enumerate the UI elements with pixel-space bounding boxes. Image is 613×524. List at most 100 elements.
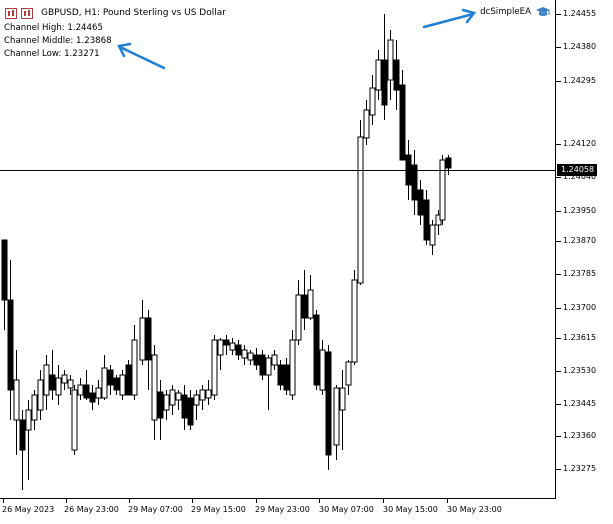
candle-body [429,224,436,246]
candle-body [423,199,430,241]
candle-body [175,392,182,401]
arrowhead-channel [117,42,132,58]
candle-body [235,344,242,356]
candle-body [259,354,266,376]
x-axis-label: 26 May 2023 [2,505,55,514]
channel-middle: Channel Middle: 1.23868 [4,36,112,46]
candle-body [61,374,68,384]
candle-body [417,189,424,216]
y-axis-label: 1.24380 [563,42,597,51]
x-axis-label: 30 May 07:00 [319,505,374,514]
candle-body [205,389,212,399]
candle-body [113,377,120,391]
candle-body [313,314,320,386]
candle-body [151,354,158,421]
candle-body [381,59,388,106]
candle-body [345,361,352,386]
chart-window-icon[interactable] [5,7,17,19]
channel-high: Channel High: 1.24465 [4,23,103,33]
y-axis-label: 1.23275 [563,464,597,473]
candle-body [199,389,206,401]
candle-body [77,384,84,396]
candle-body [157,391,164,419]
candle-body [19,419,26,451]
candle-body [169,389,176,406]
candle-body [107,369,114,386]
candle-body [229,342,236,351]
candle-body [277,364,284,386]
candle-body [187,397,194,426]
candle-body [193,394,200,406]
candle-body [125,364,132,396]
candle-body [271,354,278,366]
candle-body [49,374,56,391]
candle-body [119,374,126,396]
candle-body [351,279,358,363]
candle-body [7,299,14,391]
candle-body [439,159,446,221]
candle-body [37,379,44,411]
candle-body [387,39,394,81]
arrow-to-channel-info [118,45,166,70]
y-axis-label: 1.24295 [563,76,597,85]
candle-body [333,387,340,446]
candle-body [55,377,62,396]
chart-header: GBPUSD, H1: Pound Sterling vs US Dollar [5,6,226,20]
candle-body [217,339,224,356]
y-axis-label: 1.24040 [563,172,597,181]
current-price-tag: 1.24058 [557,164,597,176]
candle-body [295,294,302,341]
arrowhead-ea [461,8,477,24]
candle-body [339,387,346,411]
candle-body [145,317,152,361]
candle-body [13,379,20,421]
candle-body [357,136,364,284]
chart-properties-icon[interactable] [21,7,33,19]
chart-area[interactable] [0,0,556,499]
candle-body [265,357,272,376]
y-axis-label: 1.23950 [563,206,597,215]
channel-info: Channel High: 1.24465 Channel Middle: 1.… [4,22,112,61]
candle-body [253,354,260,366]
y-axis-label: 1.24120 [563,139,597,148]
candle-body [223,339,230,346]
candle-body [399,84,406,161]
candle-body [71,389,78,451]
candle-body [139,317,146,361]
candle-body [393,59,400,91]
candle-body [89,392,96,403]
channel-low: Channel Low: 1.23271 [4,49,100,59]
candle-body [67,379,74,389]
y-axis-label: 1.23445 [563,399,597,408]
candle-body [411,164,418,201]
candle-body [363,109,370,139]
candle-body [43,364,50,396]
x-axis-label: 29 May 15:00 [191,505,246,514]
candle-body [375,59,382,91]
x-axis-label: 29 May 07:00 [128,505,183,514]
candle-body [181,394,188,419]
candle-body [307,289,314,319]
candle-body [211,339,218,396]
y-axis-label: 1.23530 [563,366,597,375]
y-axis-label: 1.23785 [563,269,597,278]
x-axis-label: 29 May 23:00 [255,505,310,514]
candle-body [163,394,170,411]
candle-body [83,384,90,399]
candle-body [95,387,102,399]
y-axis-label: 1.23700 [563,303,597,312]
candlestick-layer [1,14,452,490]
y-axis-label: 1.23615 [563,333,597,342]
candle-body [301,294,308,319]
ea-name: dcSimpleEA [480,7,531,17]
x-axis-label: 30 May 23:00 [447,505,502,514]
y-axis-label: 1.23870 [563,236,597,245]
symbol-title: GBPUSD, H1: Pound Sterling vs US Dollar [41,8,226,18]
y-axis-label: 1.23360 [563,431,597,440]
expert-advisor-label[interactable]: dcSimpleEA [480,6,551,18]
candle-body [1,239,8,301]
candle-body [325,351,332,456]
current-price-line [0,170,556,171]
candle-body [319,349,326,391]
